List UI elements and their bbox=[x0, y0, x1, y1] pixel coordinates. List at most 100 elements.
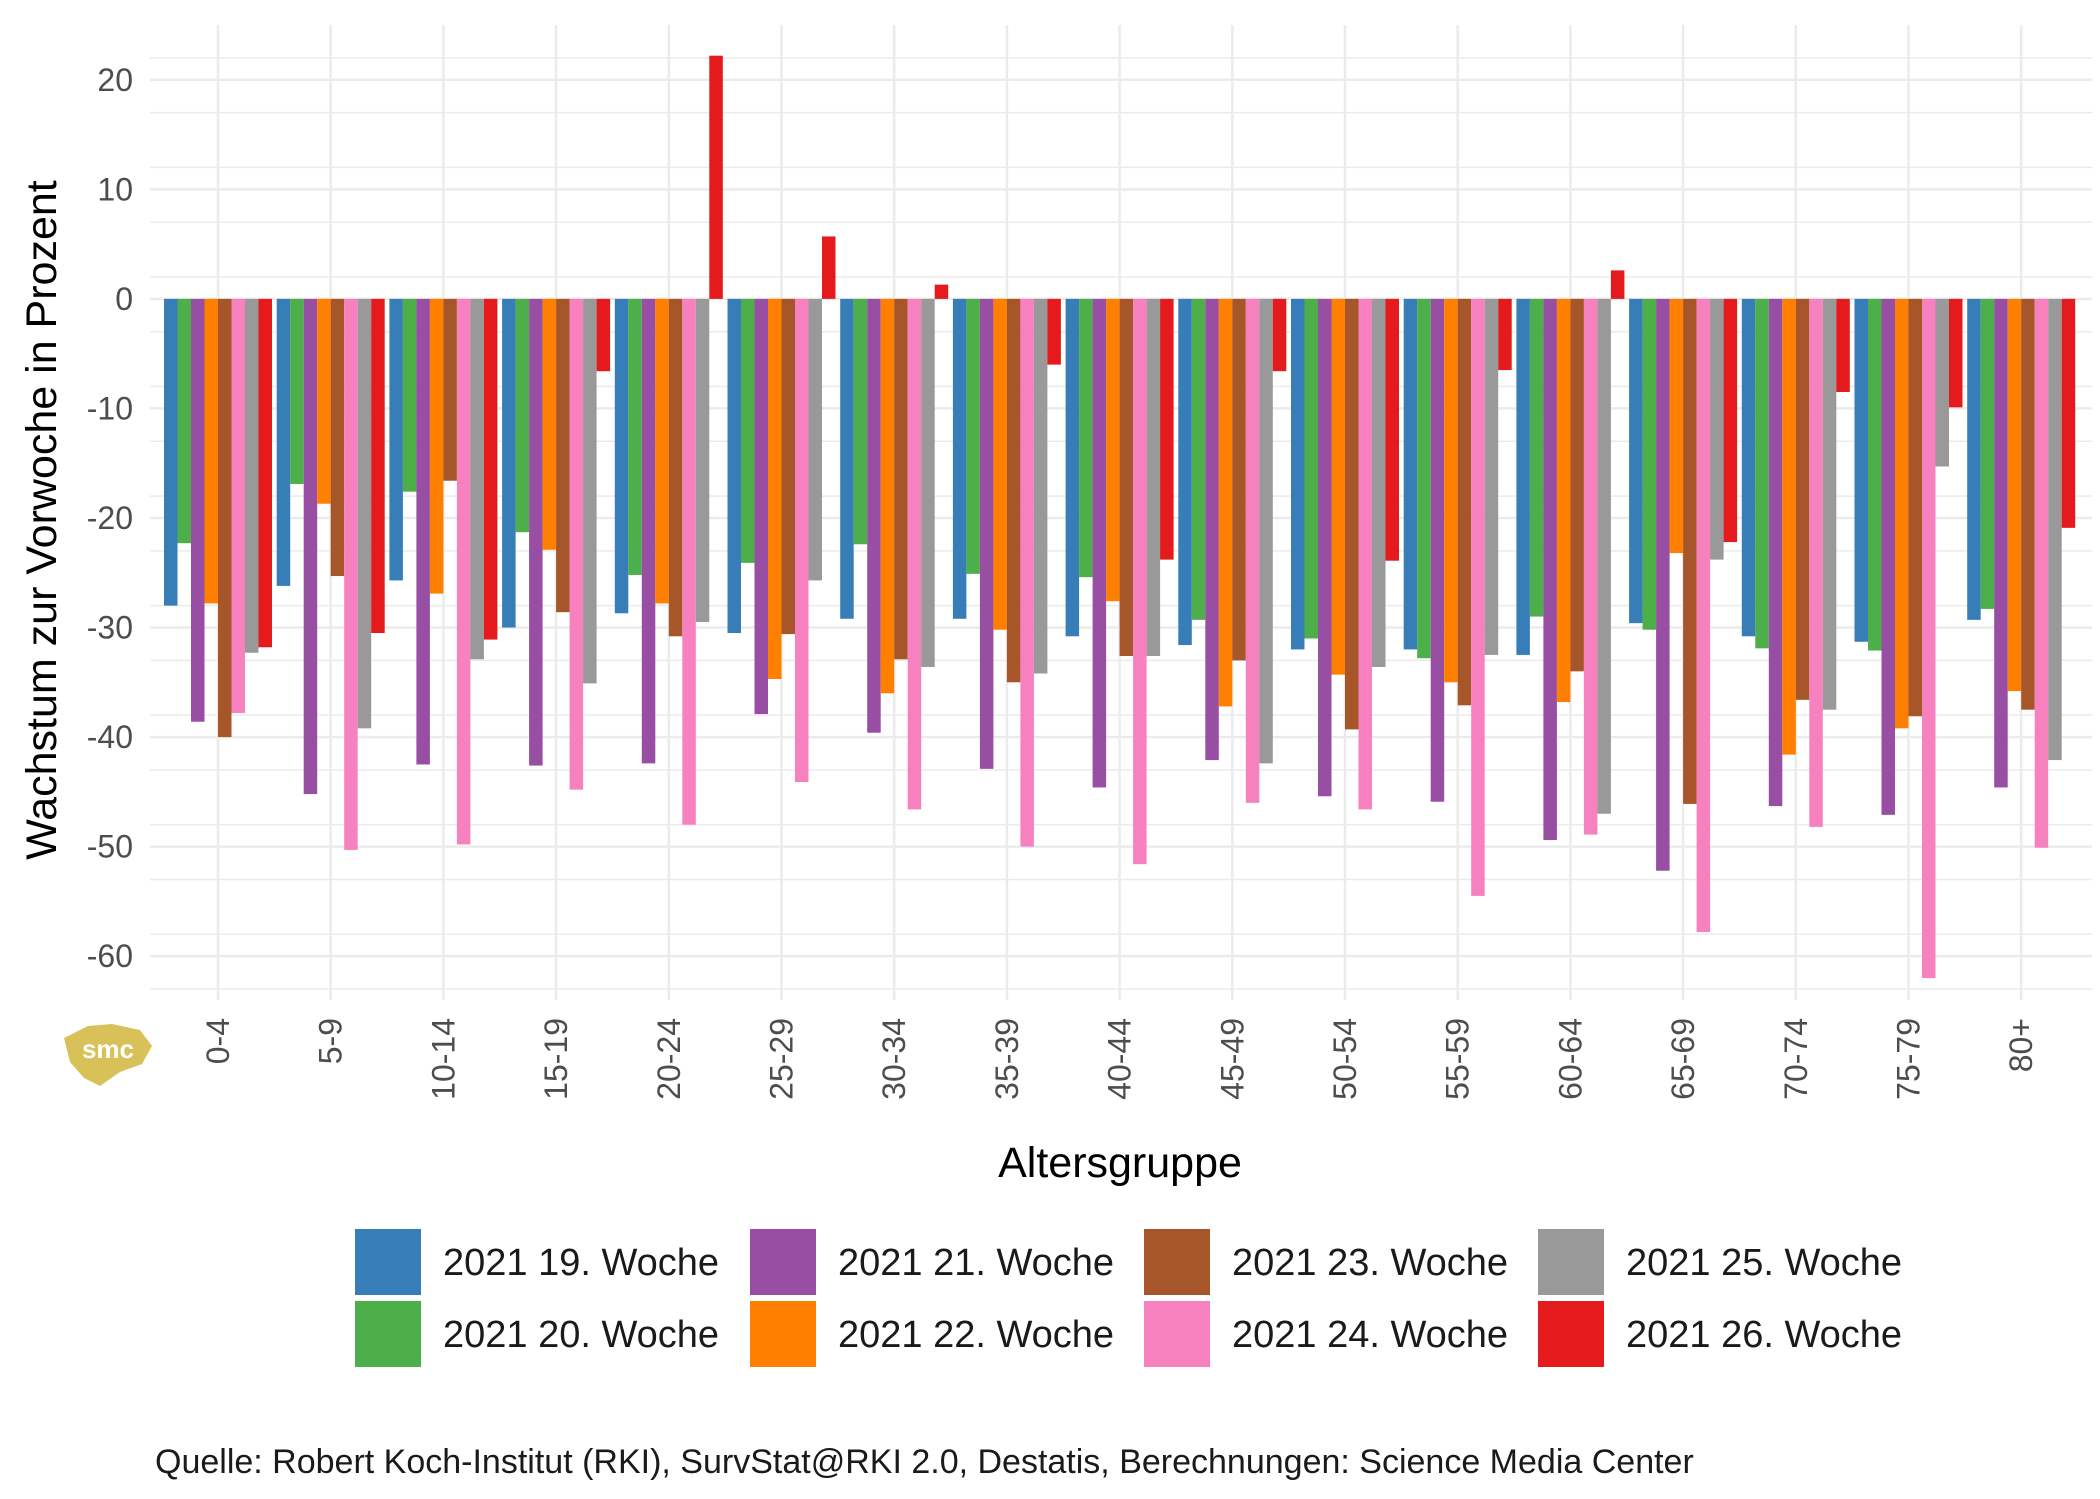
bar-70-74-1 bbox=[1741, 298, 1756, 637]
bar-15-19-4 bbox=[542, 298, 557, 550]
legend-label: 2021 20. Woche bbox=[443, 1314, 719, 1356]
bar-40-44-6 bbox=[1133, 298, 1147, 865]
bar-70-74-8 bbox=[1836, 298, 1850, 392]
bar-50-54-5 bbox=[1345, 298, 1359, 730]
bar-75-79-7 bbox=[1935, 298, 1949, 467]
bar-65-69-4 bbox=[1669, 298, 1684, 554]
bar-60-64-1 bbox=[1516, 298, 1530, 655]
x-tick-label: 5-9 bbox=[313, 1018, 349, 1064]
bar-0-4-3 bbox=[191, 298, 205, 722]
bar-70-74-4 bbox=[1782, 298, 1796, 755]
smc-logo: smc bbox=[64, 1024, 152, 1086]
bar-35-39-8 bbox=[1047, 298, 1061, 365]
bar-0-4-4 bbox=[204, 298, 218, 604]
bar-0-4-7 bbox=[245, 298, 259, 653]
bar-5-9-2 bbox=[290, 298, 304, 485]
bar-0-4-2 bbox=[177, 298, 191, 544]
bar-25-29-2 bbox=[741, 298, 755, 563]
x-tick-label: 45-49 bbox=[1214, 1018, 1250, 1100]
x-tick-label: 60-64 bbox=[1552, 1018, 1588, 1100]
bar-35-39-4 bbox=[993, 298, 1007, 630]
bar-5-9-5 bbox=[330, 298, 345, 577]
legend-swatch bbox=[1144, 1229, 1210, 1295]
bar-80+-3 bbox=[1994, 298, 2008, 788]
legend-swatch bbox=[750, 1301, 816, 1367]
bar-45-49-6 bbox=[1245, 298, 1260, 803]
bar-15-19-5 bbox=[556, 298, 570, 613]
bar-80+-6 bbox=[2034, 298, 2049, 848]
bar-20-24-8 bbox=[709, 55, 723, 299]
smc-logo-shape bbox=[64, 1024, 152, 1086]
bar-80+-8 bbox=[2061, 298, 2076, 528]
bar-45-49-4 bbox=[1218, 298, 1233, 707]
bar-75-79-3 bbox=[1881, 298, 1895, 815]
y-axis-ticks: 20 10 0 -10 -20 -30 -40 -50 -60 bbox=[87, 62, 133, 974]
bar-55-59-1 bbox=[1403, 298, 1418, 650]
bar-15-19-3 bbox=[529, 298, 543, 766]
bar-35-39-2 bbox=[966, 298, 980, 574]
bar-45-49-5 bbox=[1232, 298, 1246, 661]
bar-35-39-7 bbox=[1033, 298, 1048, 674]
bar-60-64-4 bbox=[1556, 298, 1571, 703]
bar-60-64-5 bbox=[1570, 298, 1584, 672]
y-tick-label: -20 bbox=[87, 500, 133, 536]
bar-15-19-1 bbox=[502, 298, 516, 628]
bar-35-39-5 bbox=[1006, 298, 1021, 683]
bar-15-19-7 bbox=[583, 298, 597, 684]
bar-55-59-2 bbox=[1417, 298, 1431, 659]
caption: Quelle: Robert Koch-Institut (RKI), Surv… bbox=[155, 1443, 1694, 1481]
bars bbox=[164, 55, 2076, 979]
bar-65-69-8 bbox=[1723, 298, 1738, 543]
bar-5-9-1 bbox=[276, 298, 291, 586]
bar-25-29-3 bbox=[754, 298, 768, 715]
bar-70-74-7 bbox=[1822, 298, 1837, 710]
bar-10-14-8 bbox=[483, 298, 498, 640]
bar-5-9-7 bbox=[357, 298, 372, 729]
bar-80+-1 bbox=[1967, 298, 1981, 620]
bar-70-74-5 bbox=[1795, 298, 1810, 700]
bar-5-9-3 bbox=[303, 298, 318, 795]
bar-30-34-5 bbox=[894, 298, 908, 660]
bar-70-74-6 bbox=[1809, 298, 1823, 827]
bar-35-39-6 bbox=[1020, 298, 1034, 847]
x-tick-label: 25-29 bbox=[764, 1018, 800, 1100]
bar-25-29-1 bbox=[727, 298, 741, 634]
x-tick-label: 55-59 bbox=[1440, 1018, 1476, 1100]
y-tick-label: -60 bbox=[87, 938, 133, 974]
legend-swatch bbox=[1538, 1301, 1604, 1367]
x-tick-label: 70-74 bbox=[1778, 1018, 1814, 1100]
x-tick-label: 20-24 bbox=[651, 1018, 687, 1100]
bar-50-54-4 bbox=[1331, 298, 1345, 675]
bar-40-44-1 bbox=[1065, 298, 1080, 637]
bar-20-24-5 bbox=[668, 298, 683, 637]
x-tick-label: 30-34 bbox=[876, 1018, 912, 1100]
bar-55-59-4 bbox=[1444, 298, 1458, 683]
y-tick-label: 20 bbox=[97, 62, 133, 98]
bar-20-24-4 bbox=[655, 298, 669, 604]
bar-0-4-8 bbox=[258, 298, 272, 648]
bar-45-49-1 bbox=[1178, 298, 1192, 646]
bar-30-34-6 bbox=[907, 298, 922, 810]
bar-5-9-6 bbox=[344, 298, 358, 850]
x-axis-ticks: 0-4 5-9 10-14 15-19 20-24 25-29 30-34 35-39 40-4… bbox=[200, 1018, 2039, 1100]
bar-15-19-6 bbox=[569, 298, 584, 790]
bar-65-69-5 bbox=[1683, 298, 1697, 804]
bar-75-79-6 bbox=[1922, 298, 1936, 979]
bar-10-14-1 bbox=[389, 298, 403, 581]
bar-0-4-1 bbox=[164, 298, 178, 606]
bar-10-14-2 bbox=[402, 298, 417, 492]
y-tick-label: -30 bbox=[87, 610, 133, 646]
bar-25-29-8 bbox=[822, 236, 836, 299]
bar-60-64-2 bbox=[1529, 298, 1544, 617]
bar-30-34-1 bbox=[840, 298, 854, 619]
bar-20-24-6 bbox=[682, 298, 696, 825]
bar-60-64-3 bbox=[1543, 298, 1557, 841]
bar-75-79-2 bbox=[1868, 298, 1882, 651]
legend-label: 2021 26. Woche bbox=[1626, 1314, 1902, 1356]
bar-45-49-2 bbox=[1191, 298, 1206, 620]
bar-80+-2 bbox=[1980, 298, 1995, 609]
bar-0-4-5 bbox=[218, 298, 232, 738]
bar-5-9-8 bbox=[371, 298, 385, 634]
legend-swatch bbox=[355, 1301, 421, 1367]
x-tick-label: 35-39 bbox=[989, 1018, 1025, 1100]
